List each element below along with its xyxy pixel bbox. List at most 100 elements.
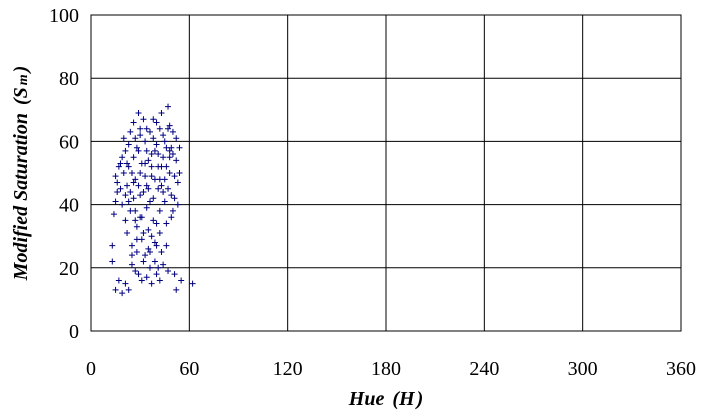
data-point — [133, 236, 140, 243]
x-tick-label: 60 — [179, 358, 199, 380]
data-point — [155, 185, 162, 192]
data-point — [122, 192, 129, 199]
data-point — [132, 217, 139, 224]
data-point — [151, 258, 158, 265]
data-points — [109, 103, 196, 297]
data-point — [132, 267, 139, 274]
data-point — [169, 151, 176, 158]
data-point — [153, 220, 160, 227]
x-tick-label: 300 — [568, 358, 598, 380]
data-point — [156, 230, 163, 237]
data-point — [125, 141, 132, 148]
data-point — [155, 264, 162, 271]
data-point — [110, 211, 117, 218]
data-point — [166, 154, 173, 161]
data-point — [174, 201, 181, 208]
data-point — [140, 116, 147, 123]
data-point — [143, 147, 150, 154]
data-point — [112, 198, 119, 205]
data-point — [120, 170, 127, 176]
data-point — [135, 182, 142, 189]
data-point — [165, 267, 172, 274]
data-point — [125, 286, 132, 293]
data-point — [124, 160, 131, 167]
data-point — [148, 280, 155, 287]
y-axis-label-subscript: m — [16, 74, 31, 85]
data-point — [173, 286, 180, 293]
data-point — [122, 147, 129, 154]
data-point — [137, 170, 144, 176]
data-point — [117, 160, 124, 167]
data-point — [158, 109, 165, 116]
data-point — [156, 277, 163, 284]
data-point — [132, 135, 139, 142]
data-point — [165, 103, 172, 110]
data-point — [151, 239, 158, 246]
data-point — [156, 207, 163, 214]
data-point — [142, 173, 149, 180]
data-point — [158, 182, 165, 189]
data-point — [163, 220, 170, 227]
data-point — [114, 179, 121, 186]
y-tick-label: 40 — [59, 195, 79, 217]
data-point — [109, 258, 116, 265]
data-point — [140, 230, 147, 237]
data-point — [128, 170, 135, 176]
y-tick-labels: 0 20 40 60 80 100 — [49, 5, 79, 343]
data-point — [173, 157, 180, 164]
plot-border — [90, 14, 682, 332]
y-axis-label-symbol: S — [10, 87, 32, 98]
data-point — [171, 195, 178, 202]
data-point — [151, 147, 158, 154]
data-point — [153, 119, 160, 126]
y-tick-label: 60 — [59, 131, 79, 153]
data-point — [135, 109, 142, 116]
data-point — [150, 217, 157, 224]
data-point — [125, 198, 132, 205]
data-point — [109, 242, 116, 249]
data-point — [112, 286, 119, 293]
data-point — [148, 163, 155, 170]
x-tick-label: 240 — [469, 358, 499, 380]
data-point — [130, 154, 137, 161]
data-point — [140, 188, 147, 195]
x-axis-label-symbol: H — [398, 388, 416, 410]
data-point — [168, 214, 175, 221]
data-point — [150, 135, 157, 142]
data-point — [137, 214, 144, 221]
data-point — [132, 176, 139, 183]
y-tick-label: 20 — [59, 258, 79, 280]
data-point — [143, 274, 150, 281]
data-point — [130, 195, 137, 202]
data-point — [174, 179, 181, 186]
data-point — [135, 147, 142, 154]
x-axis-label: Hue (H) — [348, 388, 423, 410]
data-point — [137, 192, 144, 199]
data-point — [128, 261, 135, 268]
data-point — [178, 277, 185, 284]
data-point — [112, 173, 119, 180]
data-point — [128, 252, 135, 259]
data-point — [117, 185, 124, 192]
data-point — [127, 207, 134, 214]
data-point — [150, 195, 157, 202]
data-point — [133, 223, 140, 230]
data-point — [176, 170, 183, 176]
y-tick-label: 100 — [49, 5, 79, 27]
y-tick-label: 0 — [69, 321, 79, 343]
data-point — [153, 141, 160, 148]
data-point — [114, 188, 121, 195]
data-point — [122, 280, 129, 287]
data-point — [166, 122, 173, 129]
data-point — [151, 176, 158, 183]
data-point — [125, 163, 132, 170]
data-point — [135, 271, 142, 278]
data-point — [168, 192, 175, 199]
data-point — [119, 201, 126, 208]
data-point — [173, 135, 180, 142]
data-point — [163, 144, 170, 151]
data-point — [155, 151, 162, 158]
data-point — [142, 138, 149, 145]
data-point — [160, 132, 167, 139]
